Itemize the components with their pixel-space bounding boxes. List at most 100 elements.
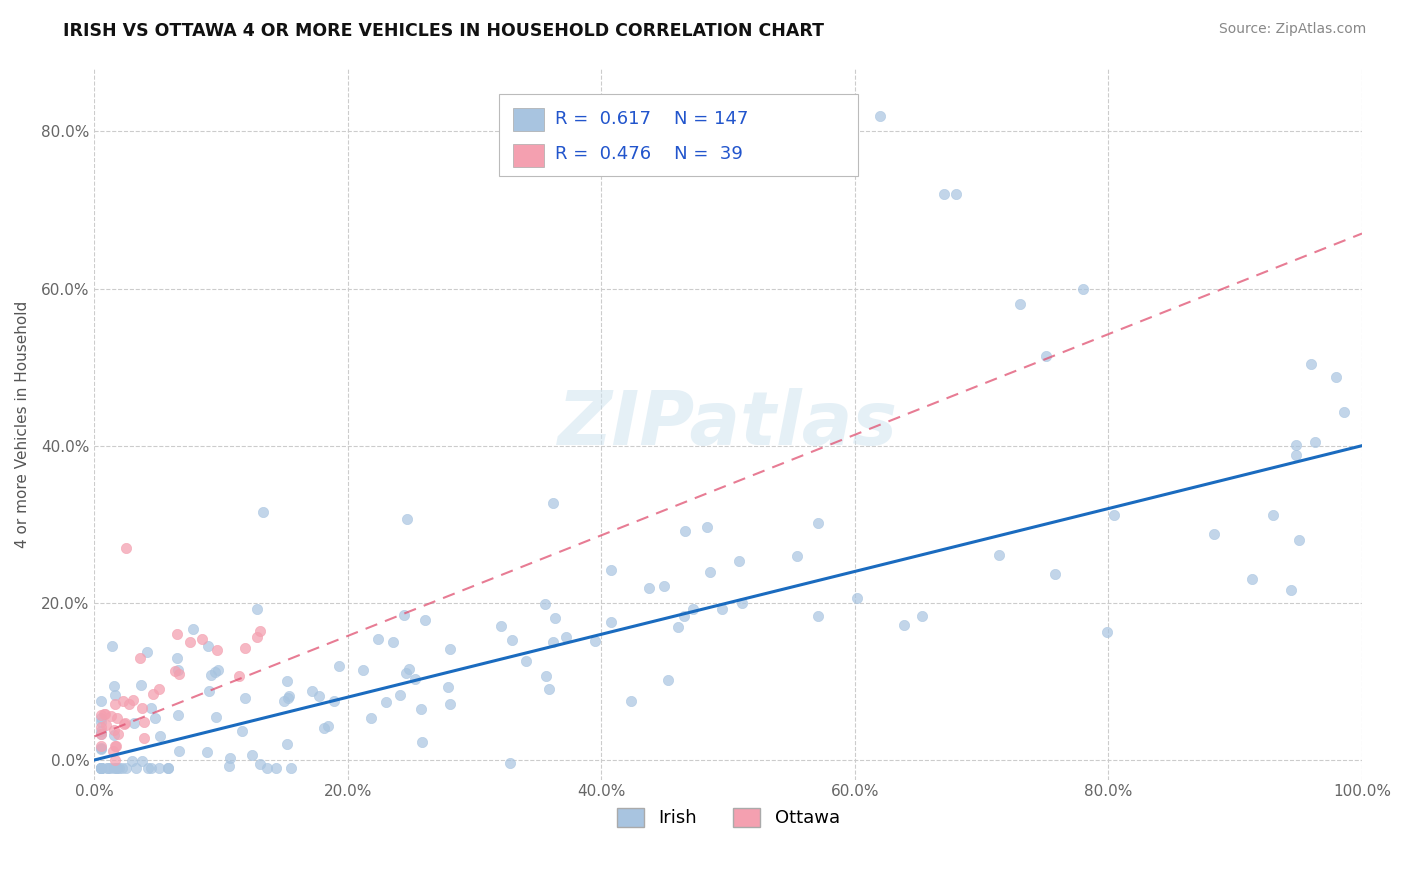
Point (181, 622, 204, 636)
Point (1035, 349, 1057, 363)
Point (846, 591, 869, 605)
Point (169, 667, 191, 681)
Point (132, 714, 155, 729)
Point (555, 630, 578, 644)
Point (197, 639, 219, 653)
Point (731, 596, 754, 610)
Point (139, 761, 162, 775)
Point (148, 681, 170, 696)
Point (141, 687, 163, 701)
Point (278, 690, 301, 704)
Point (90, 694, 112, 708)
Point (156, 761, 179, 775)
Point (90, 761, 112, 775)
Point (90, 723, 112, 738)
Point (673, 524, 696, 538)
Point (103, 679, 125, 693)
Point (382, 635, 405, 649)
Point (911, 608, 934, 623)
Point (599, 615, 621, 630)
Point (94, 718, 117, 732)
Point (439, 642, 461, 657)
Point (131, 701, 153, 715)
Point (249, 624, 271, 638)
Point (103, 761, 125, 775)
Point (163, 665, 186, 679)
Point (93, 706, 115, 721)
Point (1263, 508, 1285, 522)
Point (96, 761, 118, 775)
Point (1285, 438, 1308, 452)
Point (179, 635, 201, 649)
Point (103, 728, 125, 742)
Point (1279, 582, 1302, 597)
Point (191, 632, 214, 647)
Point (312, 722, 335, 736)
Point (129, 678, 152, 692)
Point (534, 597, 557, 611)
Point (437, 680, 460, 694)
Point (112, 694, 135, 708)
Point (132, 731, 155, 746)
Legend: Irish, Ottawa: Irish, Ottawa (610, 801, 846, 835)
Point (129, 651, 152, 665)
Point (1288, 533, 1310, 547)
Point (1326, 370, 1348, 384)
Point (101, 639, 124, 653)
Point (148, 761, 170, 775)
Point (94, 706, 117, 721)
Point (122, 715, 145, 730)
Point (136, 761, 159, 775)
Point (388, 688, 411, 702)
Point (228, 669, 250, 683)
Point (107, 727, 129, 741)
Point (100, 708, 122, 723)
Point (264, 761, 287, 775)
Point (395, 666, 418, 681)
Point (149, 729, 172, 743)
Point (404, 673, 426, 687)
Point (409, 702, 432, 716)
Point (114, 716, 136, 731)
Point (98, 761, 121, 775)
Point (308, 689, 330, 703)
Point (515, 654, 537, 668)
Point (249, 756, 271, 771)
Point (242, 748, 264, 763)
Point (392, 607, 415, 622)
Point (322, 694, 344, 708)
Point (104, 739, 127, 753)
Point (204, 710, 226, 724)
Point (104, 688, 127, 702)
Point (167, 744, 190, 758)
Text: Source: ZipAtlas.com: Source: ZipAtlas.com (1219, 22, 1367, 37)
Point (654, 579, 676, 593)
Point (124, 761, 146, 775)
Point (786, 549, 808, 563)
Point (727, 554, 749, 568)
Point (1305, 435, 1327, 450)
Point (90, 720, 112, 734)
Point (105, 739, 128, 753)
Point (235, 640, 257, 655)
Point (301, 684, 323, 698)
Point (501, 633, 523, 648)
Point (807, 609, 830, 624)
Point (256, 761, 278, 775)
Point (583, 633, 606, 648)
Point (1299, 357, 1322, 371)
Point (105, 761, 128, 775)
Point (1240, 572, 1263, 586)
Point (231, 723, 253, 738)
Point (252, 505, 274, 519)
Point (1071, 281, 1094, 295)
Point (411, 734, 433, 748)
Point (1333, 405, 1355, 419)
Point (157, 761, 180, 775)
Point (352, 663, 374, 677)
Point (534, 669, 557, 683)
Point (276, 674, 298, 689)
Point (207, 663, 229, 677)
Point (1104, 508, 1126, 523)
Point (682, 602, 704, 616)
